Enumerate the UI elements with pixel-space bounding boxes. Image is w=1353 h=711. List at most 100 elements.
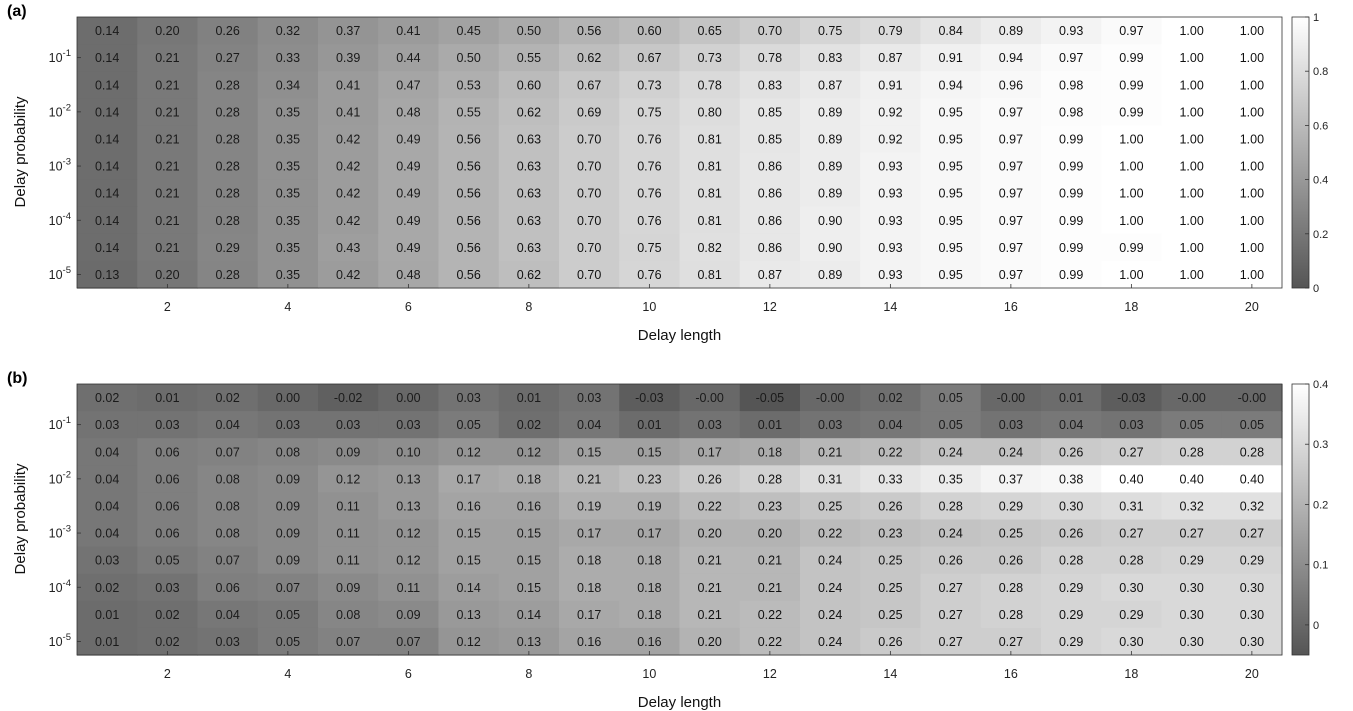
cell-value-label: 0.02 (95, 581, 119, 595)
cell-value-label: 0.09 (276, 554, 300, 568)
cell-value-label: 0.26 (1059, 527, 1083, 541)
heatmap-cell (77, 152, 138, 181)
heatmap-cell (77, 438, 138, 466)
heatmap-cell (438, 384, 500, 412)
cell-value-label: 0.30 (1179, 608, 1203, 622)
heatmap-cell (438, 44, 500, 72)
cell-value-label: 0.94 (999, 51, 1023, 65)
heatmap-cell (739, 519, 801, 548)
cell-value-label: 0.21 (758, 581, 782, 595)
x-tick-label: 2 (164, 300, 171, 314)
cell-value-label: 0.76 (637, 268, 661, 282)
heatmap-cell (619, 260, 681, 289)
cell-value-label: 0.27 (999, 635, 1023, 649)
cell-value-label: 0.21 (577, 472, 601, 486)
heatmap-cell (559, 44, 620, 72)
heatmap-cell (438, 71, 500, 99)
x-tick-label: 10 (642, 667, 656, 681)
heatmap-cell (800, 627, 861, 656)
heatmap-cell (378, 573, 440, 602)
x-tick-label: 6 (405, 667, 412, 681)
plot-frame (76, 383, 1283, 656)
y-tick-label: 10-1 (49, 48, 71, 65)
heatmap-cell (679, 233, 741, 262)
heatmap-cell (378, 71, 440, 99)
cell-value-label: 0.76 (637, 132, 661, 146)
cell-value-label: 0.13 (396, 499, 420, 513)
heatmap-cell (498, 492, 560, 521)
heatmap-cell (257, 438, 319, 466)
cell-value-label: 0.35 (276, 105, 300, 119)
cell-value-label: 0.99 (1119, 105, 1143, 119)
cell-value-label: 0.15 (456, 527, 480, 541)
cell-value-label: 1.00 (1179, 78, 1203, 92)
heatmap-cell (1041, 17, 1102, 45)
plot-frame (76, 16, 1283, 289)
heatmap-cell (137, 546, 199, 575)
cell-value-label: 0.10 (396, 445, 420, 459)
cell-value-label: 0.14 (95, 24, 119, 38)
heatmap-cell (197, 206, 259, 235)
heatmap-cell (860, 438, 922, 466)
cell-value-label: 0.41 (396, 24, 420, 38)
heatmap-cell (679, 125, 741, 154)
cell-value-label: 0.14 (95, 241, 119, 255)
cell-value-label: 0.62 (517, 105, 541, 119)
heatmap-cell (619, 17, 681, 45)
cell-value-label: 0.08 (215, 527, 239, 541)
cell-value-label: 0.15 (517, 554, 541, 568)
heatmap-cell (197, 492, 259, 521)
cell-value-label: 0.03 (336, 418, 360, 432)
cell-value-label: 0.03 (276, 418, 300, 432)
heatmap-cell (1161, 465, 1223, 493)
heatmap-cell (378, 438, 440, 466)
cell-value-label: 0.99 (1059, 268, 1083, 282)
y-tick-label: 10-4 (49, 211, 71, 228)
heatmap-cell (980, 152, 1042, 181)
cell-value-label: 1.00 (1240, 78, 1264, 92)
heatmap-cell (438, 233, 500, 262)
heatmap-cell (1041, 573, 1102, 602)
heatmap-cell (197, 384, 259, 412)
colorbar-tick-label: 0.8 (1313, 66, 1328, 78)
heatmap-cell (257, 98, 319, 126)
cell-value-label: 0.83 (818, 51, 842, 65)
colorbar-tick-label: 0 (1313, 283, 1319, 295)
cell-value-label: 0.13 (517, 635, 541, 649)
heatmap-cell (739, 125, 801, 154)
cell-value-label: 0.08 (336, 608, 360, 622)
colorbar (1291, 16, 1310, 289)
heatmap-cell (739, 233, 801, 262)
heatmap-cell (980, 438, 1042, 466)
heatmap-cell (800, 465, 861, 493)
cell-value-label: 0.89 (818, 268, 842, 282)
cell-value-label: 0.29 (999, 499, 1023, 513)
cell-value-label: 0.28 (215, 132, 239, 146)
heatmap-cell (920, 233, 982, 262)
cell-value-label: 0.97 (999, 214, 1023, 228)
heatmap-cell (318, 492, 379, 521)
heatmap-cell (920, 44, 982, 72)
y-tick-label: 10-3 (49, 157, 71, 174)
heatmap-cell (920, 206, 982, 235)
heatmap-cell (800, 260, 861, 289)
cell-value-label: 0.70 (758, 24, 782, 38)
cell-value-label: 0.20 (697, 635, 721, 649)
heatmap-cell (800, 384, 861, 412)
heatmap-cell (559, 573, 620, 602)
cell-value-label: 0.02 (95, 391, 119, 405)
cell-value-label: 0.41 (336, 78, 360, 92)
cell-value-label: 0.69 (577, 105, 601, 119)
cell-value-label: 0.75 (637, 241, 661, 255)
cell-value-label: 0.24 (999, 445, 1023, 459)
heatmap-cell (559, 519, 620, 548)
heatmap-cell (980, 546, 1042, 575)
heatmap-cell (920, 411, 982, 439)
cell-value-label: 0.92 (878, 105, 902, 119)
cell-value-label: 0.40 (1240, 472, 1264, 486)
cell-value-label: 0.91 (878, 78, 902, 92)
cell-value-label: 0.03 (155, 581, 179, 595)
cell-value-label: 1.00 (1240, 160, 1264, 174)
cell-value-label: -0.00 (1238, 391, 1267, 405)
cell-value-label: 0.40 (1179, 472, 1203, 486)
